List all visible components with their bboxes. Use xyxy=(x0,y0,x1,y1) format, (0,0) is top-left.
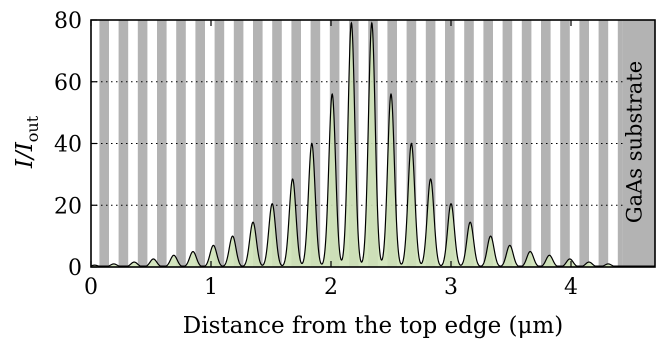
y-tick-label: 60 xyxy=(54,71,82,96)
x-tick-label: 0 xyxy=(84,275,98,300)
layer-stripe xyxy=(445,20,455,267)
gaas-substrate-region xyxy=(622,20,655,267)
x-axis-ticks: 0 1 2 3 4 xyxy=(84,20,578,300)
layer-stripe xyxy=(464,20,474,267)
intensity-fill xyxy=(91,23,655,267)
layer-stripe xyxy=(541,20,551,267)
layer-stripe xyxy=(195,20,205,267)
y-tick-label: 20 xyxy=(54,194,82,219)
intensity-line xyxy=(91,21,655,267)
intensity-curve xyxy=(91,21,655,267)
layer-stripe xyxy=(425,20,436,267)
x-tick-label: 2 xyxy=(324,275,338,300)
layer-stripe xyxy=(253,20,263,267)
layer-stripe xyxy=(617,20,623,267)
layer-stripe xyxy=(214,20,225,267)
y-tick-label: 0 xyxy=(68,256,82,281)
layer-stripe xyxy=(99,20,109,267)
x-axis-title: Distance from the top edge (μm) xyxy=(183,313,563,339)
layer-stripe xyxy=(137,20,148,267)
layer-stripe xyxy=(483,20,493,267)
y-axis-title-subscript: out xyxy=(23,115,42,142)
substrate-label: GaAs substrate xyxy=(623,61,647,223)
y-tick-label: 40 xyxy=(54,133,82,158)
layer-stripe xyxy=(560,20,570,267)
y-axis-title: I/Iout xyxy=(12,115,42,169)
y-axis-ticks: 0 20 40 60 80 xyxy=(54,9,97,281)
y-tick-label: 80 xyxy=(54,9,82,34)
y-axis-title-main: I/I xyxy=(12,141,38,169)
x-tick-label: 3 xyxy=(444,275,458,300)
layer-stripe xyxy=(579,20,589,267)
layer-stripe xyxy=(598,20,609,267)
layer-stripe xyxy=(310,20,321,267)
layer-stripe xyxy=(118,20,129,267)
x-tick-label: 4 xyxy=(564,275,578,300)
layer-stripe xyxy=(233,20,244,267)
x-tick-label: 1 xyxy=(204,275,218,300)
layer-stripes xyxy=(99,20,623,267)
